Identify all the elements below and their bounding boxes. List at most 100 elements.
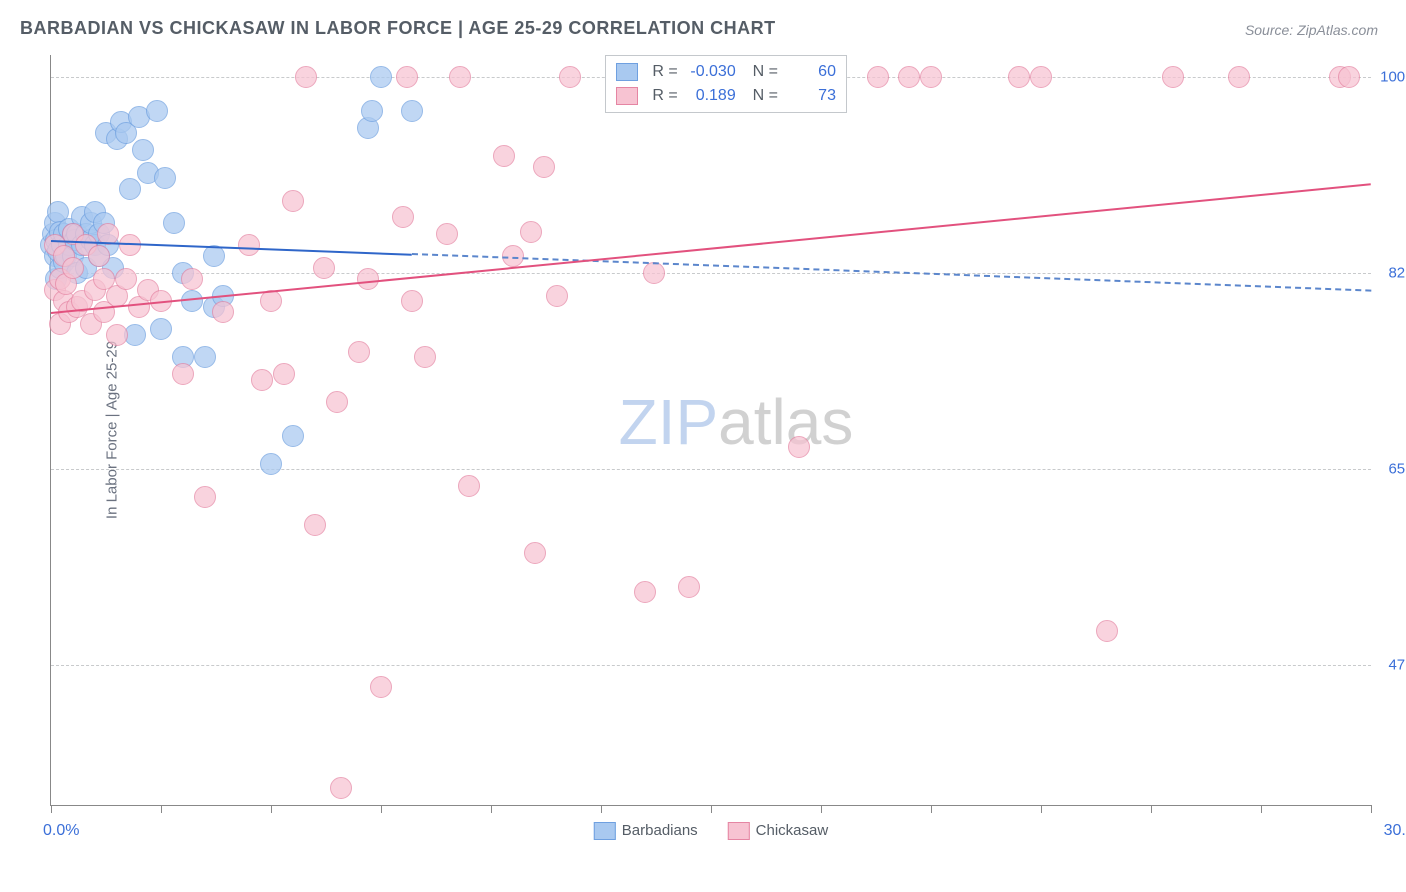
scatter-point xyxy=(181,268,203,290)
scatter-point xyxy=(62,257,84,279)
scatter-point xyxy=(370,676,392,698)
x-min-label: 0.0% xyxy=(43,822,79,840)
scatter-point xyxy=(1096,620,1118,642)
scatter-point xyxy=(1008,66,1030,88)
scatter-point xyxy=(401,290,423,312)
scatter-point xyxy=(370,66,392,88)
legend-swatch-icon xyxy=(616,63,638,81)
chart-source: Source: ZipAtlas.com xyxy=(1245,22,1378,38)
gridline xyxy=(51,273,1371,274)
scatter-point xyxy=(898,66,920,88)
scatter-point xyxy=(920,66,942,88)
gridline xyxy=(51,665,1371,666)
x-tick xyxy=(821,805,822,813)
scatter-point xyxy=(520,221,542,243)
scatter-point xyxy=(313,257,335,279)
scatter-point xyxy=(392,206,414,228)
scatter-point xyxy=(396,66,418,88)
scatter-point xyxy=(150,318,172,340)
scatter-point xyxy=(458,475,480,497)
scatter-point xyxy=(357,268,379,290)
scatter-point xyxy=(1162,66,1184,88)
x-tick xyxy=(711,805,712,813)
scatter-point xyxy=(546,285,568,307)
correlation-legend: R =-0.030 N =60R =0.189 N =73 xyxy=(605,55,847,113)
scatter-point xyxy=(295,66,317,88)
scatter-point xyxy=(146,100,168,122)
scatter-point xyxy=(273,363,295,385)
scatter-point xyxy=(401,100,423,122)
n-value: 60 xyxy=(786,60,836,84)
scatter-point xyxy=(212,301,234,323)
r-label: R = xyxy=(652,84,677,108)
scatter-point xyxy=(788,436,810,458)
corr-legend-row: R = -0.030 N = 60 xyxy=(616,60,836,84)
legend-swatch-icon xyxy=(616,87,638,105)
watermark-zip: ZIP xyxy=(619,386,719,458)
n-label: N = xyxy=(744,84,778,108)
legend-swatch-icon xyxy=(728,822,750,840)
scatter-point xyxy=(1338,66,1360,88)
series-legend: Barbadians Chickasaw xyxy=(594,822,828,840)
scatter-point xyxy=(304,514,326,536)
y-tick-label: 100.0% xyxy=(1380,69,1406,86)
scatter-point xyxy=(132,139,154,161)
scatter-point xyxy=(115,268,137,290)
x-tick xyxy=(931,805,932,813)
x-tick xyxy=(601,805,602,813)
x-tick xyxy=(161,805,162,813)
scatter-point xyxy=(88,245,110,267)
r-label: R = xyxy=(652,60,677,84)
x-tick xyxy=(51,805,52,813)
scatter-point xyxy=(326,391,348,413)
y-tick-label: 82.5% xyxy=(1388,265,1406,282)
scatter-point xyxy=(260,453,282,475)
gridline xyxy=(51,469,1371,470)
x-tick xyxy=(271,805,272,813)
n-label: N = xyxy=(744,60,778,84)
scatter-point xyxy=(194,346,216,368)
scatter-point xyxy=(1030,66,1052,88)
scatter-point xyxy=(867,66,889,88)
r-value: 0.189 xyxy=(686,84,736,108)
scatter-point xyxy=(414,346,436,368)
scatter-point xyxy=(163,212,185,234)
r-value: -0.030 xyxy=(686,60,736,84)
scatter-point xyxy=(172,363,194,385)
scatter-point xyxy=(524,542,546,564)
x-tick xyxy=(1041,805,1042,813)
plot-area: ZIPatlas In Labor Force | Age 25-29 47.5… xyxy=(50,55,1371,806)
scatter-point xyxy=(436,223,458,245)
scatter-point xyxy=(1228,66,1250,88)
watermark-atlas: atlas xyxy=(718,386,853,458)
scatter-point xyxy=(533,156,555,178)
legend-label: Chickasaw xyxy=(756,822,829,839)
correlation-chart: BARBADIAN VS CHICKASAW IN LABOR FORCE | … xyxy=(0,0,1406,892)
scatter-point xyxy=(203,245,225,267)
scatter-point xyxy=(449,66,471,88)
scatter-point xyxy=(194,486,216,508)
x-tick xyxy=(1151,805,1152,813)
scatter-point xyxy=(238,234,260,256)
y-axis-title: In Labor Force | Age 25-29 xyxy=(104,341,121,519)
scatter-point xyxy=(643,262,665,284)
scatter-point xyxy=(493,145,515,167)
scatter-point xyxy=(181,290,203,312)
scatter-point xyxy=(119,178,141,200)
legend-item: Chickasaw xyxy=(728,822,829,840)
x-tick xyxy=(1261,805,1262,813)
y-tick-label: 47.5% xyxy=(1388,657,1406,674)
legend-label: Barbadians xyxy=(622,822,698,839)
scatter-point xyxy=(251,369,273,391)
scatter-point xyxy=(330,777,352,799)
scatter-point xyxy=(260,290,282,312)
scatter-point xyxy=(154,167,176,189)
x-tick xyxy=(491,805,492,813)
corr-legend-row: R =0.189 N =73 xyxy=(616,84,836,108)
legend-swatch-icon xyxy=(594,822,616,840)
x-max-label: 30.0% xyxy=(1384,822,1406,840)
x-tick xyxy=(1371,805,1372,813)
watermark: ZIPatlas xyxy=(619,385,854,459)
scatter-point xyxy=(634,581,656,603)
scatter-point xyxy=(678,576,700,598)
